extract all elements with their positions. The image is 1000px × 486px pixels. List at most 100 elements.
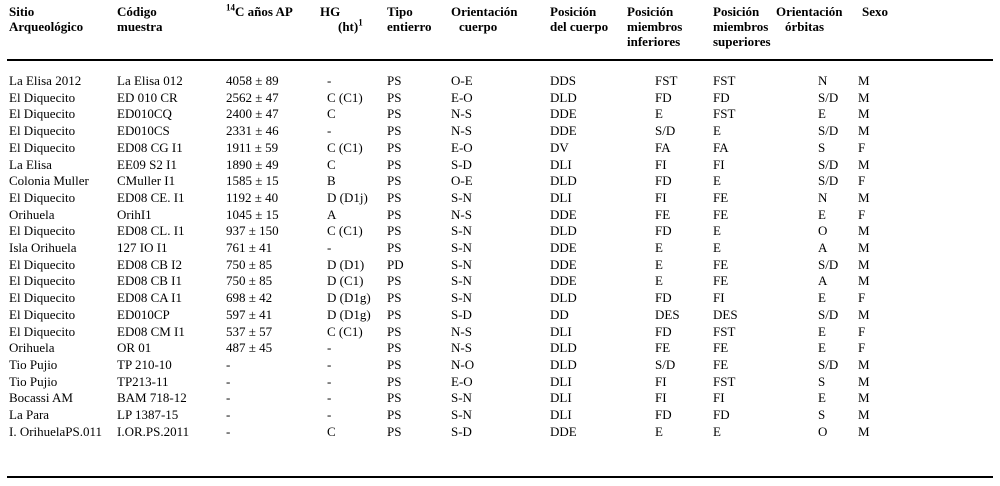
cell-superiores: FE (713, 340, 729, 356)
cell-sexo: M (858, 407, 870, 422)
cell-orientacion: S-N (451, 390, 472, 406)
cell-sexo: M (858, 123, 870, 139)
header-c14: 14C años AP (226, 2, 293, 19)
cell-tipo: PS (387, 273, 402, 289)
cell-sexo: M (858, 356, 870, 372)
cell-sitio: Orihuela (9, 206, 55, 222)
cell-c14: 1045 ± 15 (226, 206, 279, 222)
cell-inferiores: E (655, 273, 663, 289)
cell-posicion: DDE (550, 256, 577, 272)
cell-orbitas: E (818, 206, 826, 222)
cell-orbitas: N (818, 189, 828, 205)
cell-sexo: M (858, 423, 870, 439)
cell-superiores: FI (713, 156, 725, 172)
cell-hg: C (C1) (327, 139, 363, 155)
cell-codigo: ED08 CA I1 (117, 290, 182, 306)
cell-inferiores: FST (655, 73, 678, 88)
cell-posicion: DLD (550, 223, 577, 239)
cell-c14: - (226, 390, 231, 406)
cell-orbitas: E (818, 390, 826, 406)
cell-orbitas: A (818, 273, 828, 289)
top-rule (7, 59, 993, 61)
cell-inferiores: S/D (655, 123, 676, 139)
cell-inferiores: FE (655, 206, 671, 222)
cell-tipo: PS (387, 356, 402, 372)
cell-orbitas: E (818, 106, 826, 122)
cell-c14: 487 ± 45 (226, 340, 273, 356)
cell-tipo: PS (387, 123, 402, 139)
cell-inferiores: FI (655, 189, 667, 205)
cell-superiores: FST (713, 73, 736, 88)
cell-posicion: DLI (550, 390, 572, 406)
cell-codigo: ED010CS (117, 123, 170, 139)
cell-superiores: FA (713, 139, 729, 155)
cell-hg: D (D1j) (327, 189, 368, 205)
cell-codigo: OrihI1 (117, 206, 152, 222)
header-orientacion-orbitas: Orientación órbitas (776, 4, 843, 34)
cell-orbitas: S (818, 373, 826, 389)
cell-tipo: PS (387, 89, 402, 105)
cell-c14: 4058 ± 89 (226, 73, 279, 88)
cell-superiores: FE (713, 273, 729, 289)
cell-superiores: FE (713, 356, 729, 372)
cell-codigo: TP 210-10 (117, 356, 172, 372)
cell-sitio: El Diquecito (9, 139, 76, 155)
cell-tipo: PS (387, 73, 402, 88)
cell-posicion: DDE (550, 106, 577, 122)
cell-tipo: PS (387, 423, 402, 439)
cell-codigo: TP213-11 (117, 373, 169, 389)
cell-sitio: El Diquecito (9, 189, 76, 205)
cell-posicion: DLD (550, 356, 577, 372)
cell-sexo: M (858, 273, 870, 289)
cell-c14: 2400 ± 47 (226, 106, 279, 122)
cell-superiores: E (713, 240, 721, 255)
cell-hg: C (C1) (327, 89, 363, 105)
cell-sexo: F (858, 323, 866, 339)
cell-c14: 537 ± 57 (226, 323, 273, 339)
cell-inferiores: FA (655, 139, 671, 155)
cell-hg: - (327, 356, 332, 372)
cell-tipo: PS (387, 340, 402, 356)
cell-superiores: E (713, 173, 721, 189)
cell-orientacion: S-D (451, 156, 472, 172)
header-sitio: Sitio Arqueológico (9, 4, 84, 34)
cell-sexo: F (858, 340, 866, 356)
header-orientacion-cuerpo: Orientación cuerpo (451, 4, 518, 34)
cell-c14: 1890 ± 49 (226, 156, 279, 172)
cell-tipo: PD (387, 256, 404, 272)
cell-sitio: Bocassi AM (9, 390, 73, 406)
cell-posicion: DDE (550, 423, 577, 439)
cell-superiores: FE (713, 189, 729, 205)
cell-orbitas: E (818, 290, 826, 306)
cell-orbitas: S/D (818, 306, 839, 322)
cell-sexo: F (858, 173, 866, 189)
cell-orbitas: S/D (818, 123, 839, 139)
cell-orientacion: E-O (451, 89, 473, 105)
cell-codigo: ED08 CB I2 (117, 256, 182, 272)
cell-codigo: I.OR.PS.2011 (117, 423, 190, 439)
header-posicion-superiores: Posición miembros superiores (713, 4, 771, 49)
cell-hg: D (C1) (327, 273, 364, 289)
cell-c14: 1192 ± 40 (226, 189, 279, 205)
cell-orientacion: S-N (451, 223, 472, 239)
cell-c14: 1911 ± 59 (226, 139, 279, 155)
cell-superiores: FST (713, 323, 736, 339)
cell-orientacion: E-O (451, 373, 473, 389)
cell-superiores: FST (713, 373, 736, 389)
cell-sexo: M (858, 256, 870, 272)
cell-sitio: I. OrihuelaPS.011 (9, 423, 103, 439)
cell-orbitas: S/D (818, 356, 839, 372)
cell-codigo: OR 01 (117, 340, 152, 356)
cell-orbitas: O (818, 223, 828, 239)
cell-sitio: El Diquecito (9, 223, 76, 239)
cell-sexo: M (858, 306, 870, 322)
cell-inferiores: FD (655, 290, 672, 306)
cell-hg: C (327, 106, 336, 122)
cell-orbitas: S/D (818, 173, 839, 189)
cell-sitio: Tio Pujio (9, 356, 58, 372)
cell-c14: 1585 ± 15 (226, 173, 279, 189)
cell-orientacion: O-E (451, 173, 473, 189)
cell-inferiores: E (655, 423, 663, 439)
cell-inferiores: FD (655, 407, 672, 422)
cell-tipo: PS (387, 139, 402, 155)
